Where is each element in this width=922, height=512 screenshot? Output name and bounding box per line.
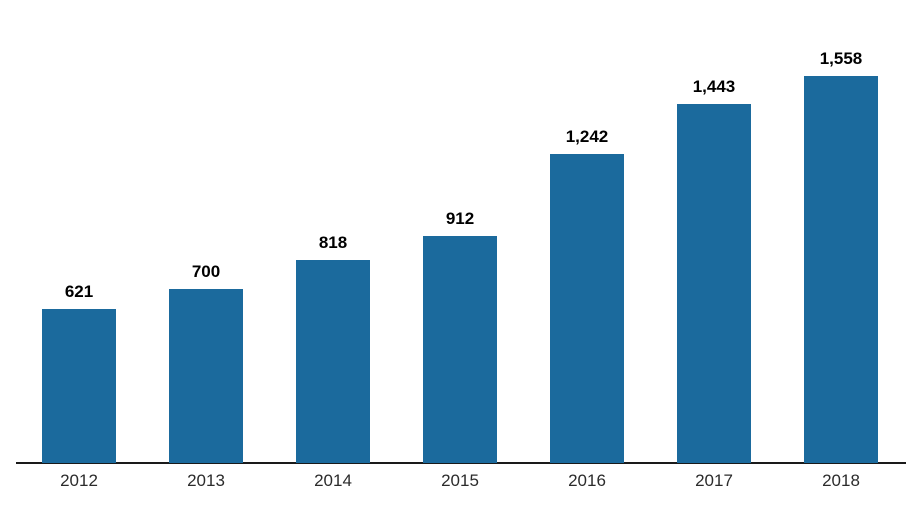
bar	[169, 289, 243, 463]
bar-value-label: 1,242	[565, 127, 609, 146]
bar	[677, 104, 751, 463]
bar	[42, 309, 116, 463]
x-tick-label: 2013	[187, 471, 225, 490]
bar-value-label: 912	[445, 209, 475, 228]
bar-value-label: 621	[64, 282, 94, 301]
bar-value-label: 700	[191, 262, 221, 281]
bar-value-label: 1,443	[692, 77, 736, 96]
bar	[296, 260, 370, 463]
bar	[423, 236, 497, 463]
x-tick-label: 2014	[314, 471, 352, 490]
x-tick-label: 2018	[822, 471, 860, 490]
bar	[804, 76, 878, 463]
x-tick-label: 2015	[441, 471, 479, 490]
bar	[550, 154, 624, 463]
x-tick-label: 2012	[60, 471, 98, 490]
bar-value-label: 1,558	[819, 49, 863, 68]
x-tick-label: 2017	[695, 471, 733, 490]
bar-value-label: 818	[318, 233, 348, 252]
x-tick-label: 2016	[568, 471, 606, 490]
x-axis-line	[16, 462, 906, 464]
